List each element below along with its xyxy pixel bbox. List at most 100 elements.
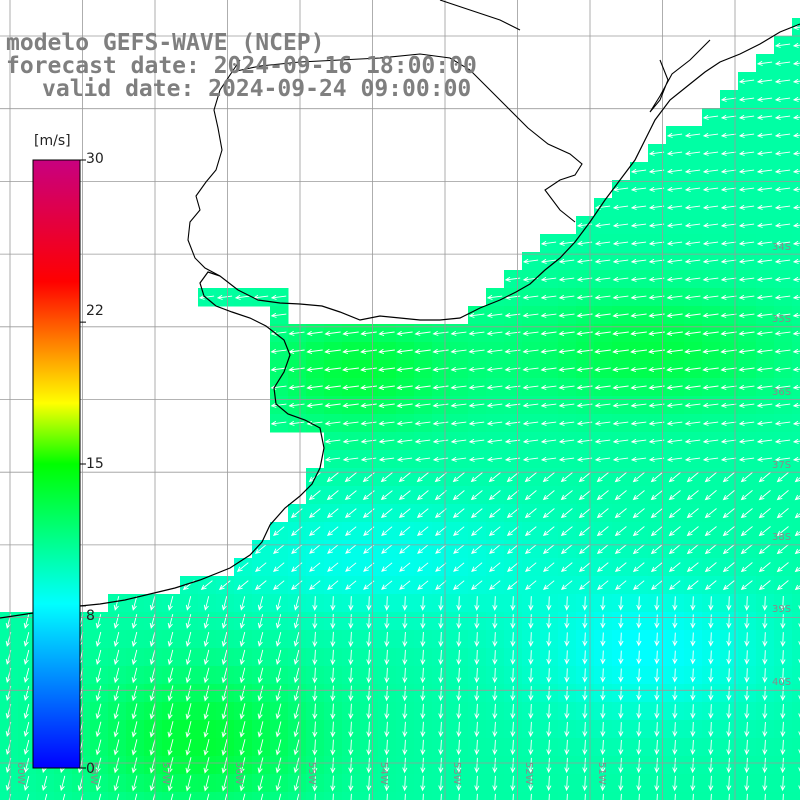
wind-arrow: [648, 420, 665, 426]
wind-arrow: [470, 508, 483, 519]
wind-arrow: [654, 757, 660, 774]
wind-arrow: [293, 685, 300, 702]
wind-arrow: [798, 605, 800, 610]
wind-arrow: [450, 366, 467, 372]
wind-arrow: [560, 562, 573, 573]
wind-arrow: [762, 668, 768, 683]
wind-arrow: [740, 490, 753, 501]
wind-arrow: [342, 384, 359, 391]
longitude-label: 56W: [233, 762, 244, 785]
wind-arrow: [185, 685, 192, 702]
wind-arrow: [270, 294, 287, 300]
wind-arrow: [684, 204, 701, 210]
wind-speed-cell: [180, 792, 199, 800]
wind-arrow: [486, 294, 503, 300]
wind-arrow: [270, 366, 287, 372]
wind-arrow: [330, 757, 336, 774]
wind-speed-cell: [792, 756, 800, 775]
wind-arrow: [666, 258, 683, 264]
wind-arrow: [524, 580, 537, 590]
wind-arrow: [582, 721, 588, 738]
wind-arrow: [600, 775, 606, 792]
wind-arrow: [384, 631, 390, 648]
wind-arrow: [330, 613, 336, 630]
wind-arrow: [596, 472, 609, 483]
wind-arrow: [236, 562, 249, 572]
wind-arrow: [744, 775, 750, 792]
wind-arrow: [594, 294, 611, 300]
wind-arrow: [44, 793, 48, 800]
wind-arrow: [528, 686, 534, 701]
wind-arrow: [417, 544, 429, 554]
wind-arrow: [386, 793, 388, 800]
wind-arrow: [456, 721, 462, 738]
wind-speed-cell: [792, 486, 800, 505]
wind-arrow: [762, 739, 768, 756]
wind-arrow: [708, 775, 714, 792]
wind-arrow: [167, 775, 174, 792]
wind-speed-cell: [792, 504, 800, 523]
wind-arrow: [722, 472, 735, 483]
wind-arrow: [690, 721, 696, 738]
wind-arrow: [542, 472, 555, 483]
colorbar-tick-8: 8: [86, 608, 95, 624]
wind-arrow: [792, 384, 800, 390]
wind-arrow: [345, 580, 357, 590]
wind-arrow: [666, 330, 683, 337]
wind-arrow: [327, 580, 339, 590]
wind-arrow: [23, 721, 30, 738]
wind-arrow: [542, 526, 555, 537]
wind-arrow: [654, 668, 660, 683]
wind-arrow: [257, 721, 264, 738]
wind-arrow: [95, 649, 102, 666]
wind-arrow: [456, 596, 462, 611]
wind-arrow: [288, 420, 305, 426]
wind-arrow: [309, 526, 321, 536]
wind-arrow: [774, 222, 791, 228]
wind-arrow: [648, 168, 665, 174]
wind-arrow: [668, 472, 681, 483]
wind-arrow: [564, 668, 570, 683]
wind-arrow: [632, 526, 645, 537]
wind-speed-field: [0, 18, 800, 800]
wind-arrow: [792, 330, 800, 336]
patos-lagoon: [649, 39, 711, 113]
wind-arrow: [522, 384, 539, 390]
wind-arrow: [666, 132, 683, 138]
wind-arrow: [758, 544, 771, 555]
wind-arrow: [398, 508, 411, 519]
wind-speed-cell: [54, 792, 73, 800]
wind-arrow: [774, 150, 791, 156]
wind-arrow: [528, 757, 534, 774]
wind-arrow: [666, 240, 683, 246]
wind-arrow: [432, 456, 449, 462]
wind-arrow: [293, 596, 300, 611]
wind-arrow: [722, 508, 735, 519]
wind-arrow: [666, 384, 683, 391]
wind-arrow: [690, 668, 696, 683]
wind-arrow: [402, 721, 408, 738]
wind-arrow: [474, 757, 480, 774]
wind-speed-cell: [252, 792, 271, 800]
wind-arrow: [668, 490, 681, 501]
wind-arrow: [528, 775, 534, 792]
wind-arrow: [578, 472, 591, 483]
wind-arrow: [312, 596, 318, 611]
wind-arrow: [113, 757, 120, 774]
wind-arrow: [582, 632, 588, 647]
wind-arrow: [239, 613, 246, 629]
wind-arrow: [614, 526, 627, 537]
wind-arrow: [726, 757, 732, 774]
wind-arrow: [402, 649, 408, 666]
wind-arrow: [492, 775, 498, 792]
wind-arrow: [666, 276, 683, 282]
wind-arrow: [672, 722, 678, 737]
wind-arrow: [702, 276, 719, 282]
wind-arrow: [636, 668, 642, 683]
wind-arrow: [95, 757, 102, 774]
wind-arrow: [684, 348, 701, 355]
wind-arrow: [596, 508, 609, 519]
wind-arrow: [792, 276, 800, 282]
wind-arrow: [293, 631, 300, 647]
wind-arrow: [666, 294, 683, 300]
